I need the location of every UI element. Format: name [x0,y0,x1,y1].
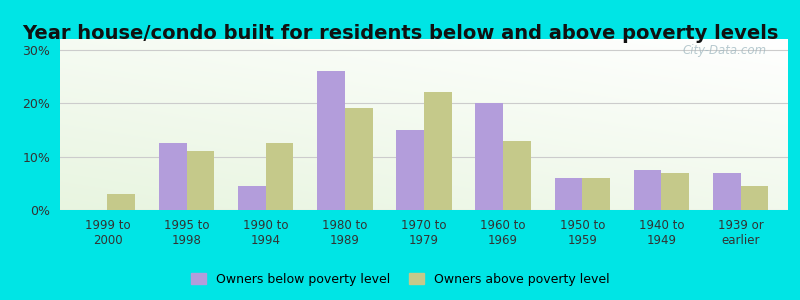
Bar [266,143,294,210]
Legend: Owners below poverty level, Owners above poverty level: Owners below poverty level, Owners above… [186,268,614,291]
Bar [713,172,741,210]
Bar [741,186,768,210]
Bar [238,186,266,210]
Bar [475,103,503,210]
Bar [107,194,135,210]
Text: Year house/condo built for residents below and above poverty levels: Year house/condo built for residents bel… [22,24,778,43]
Text: City-Data.com: City-Data.com [682,44,766,57]
Bar [159,143,186,210]
Bar [396,130,424,210]
Bar [186,151,214,210]
Bar [345,109,373,210]
Bar [554,178,582,210]
Bar [662,172,689,210]
Bar [634,170,662,210]
Bar [317,71,345,210]
Bar [582,178,610,210]
Bar [424,92,452,210]
Bar [503,140,531,210]
